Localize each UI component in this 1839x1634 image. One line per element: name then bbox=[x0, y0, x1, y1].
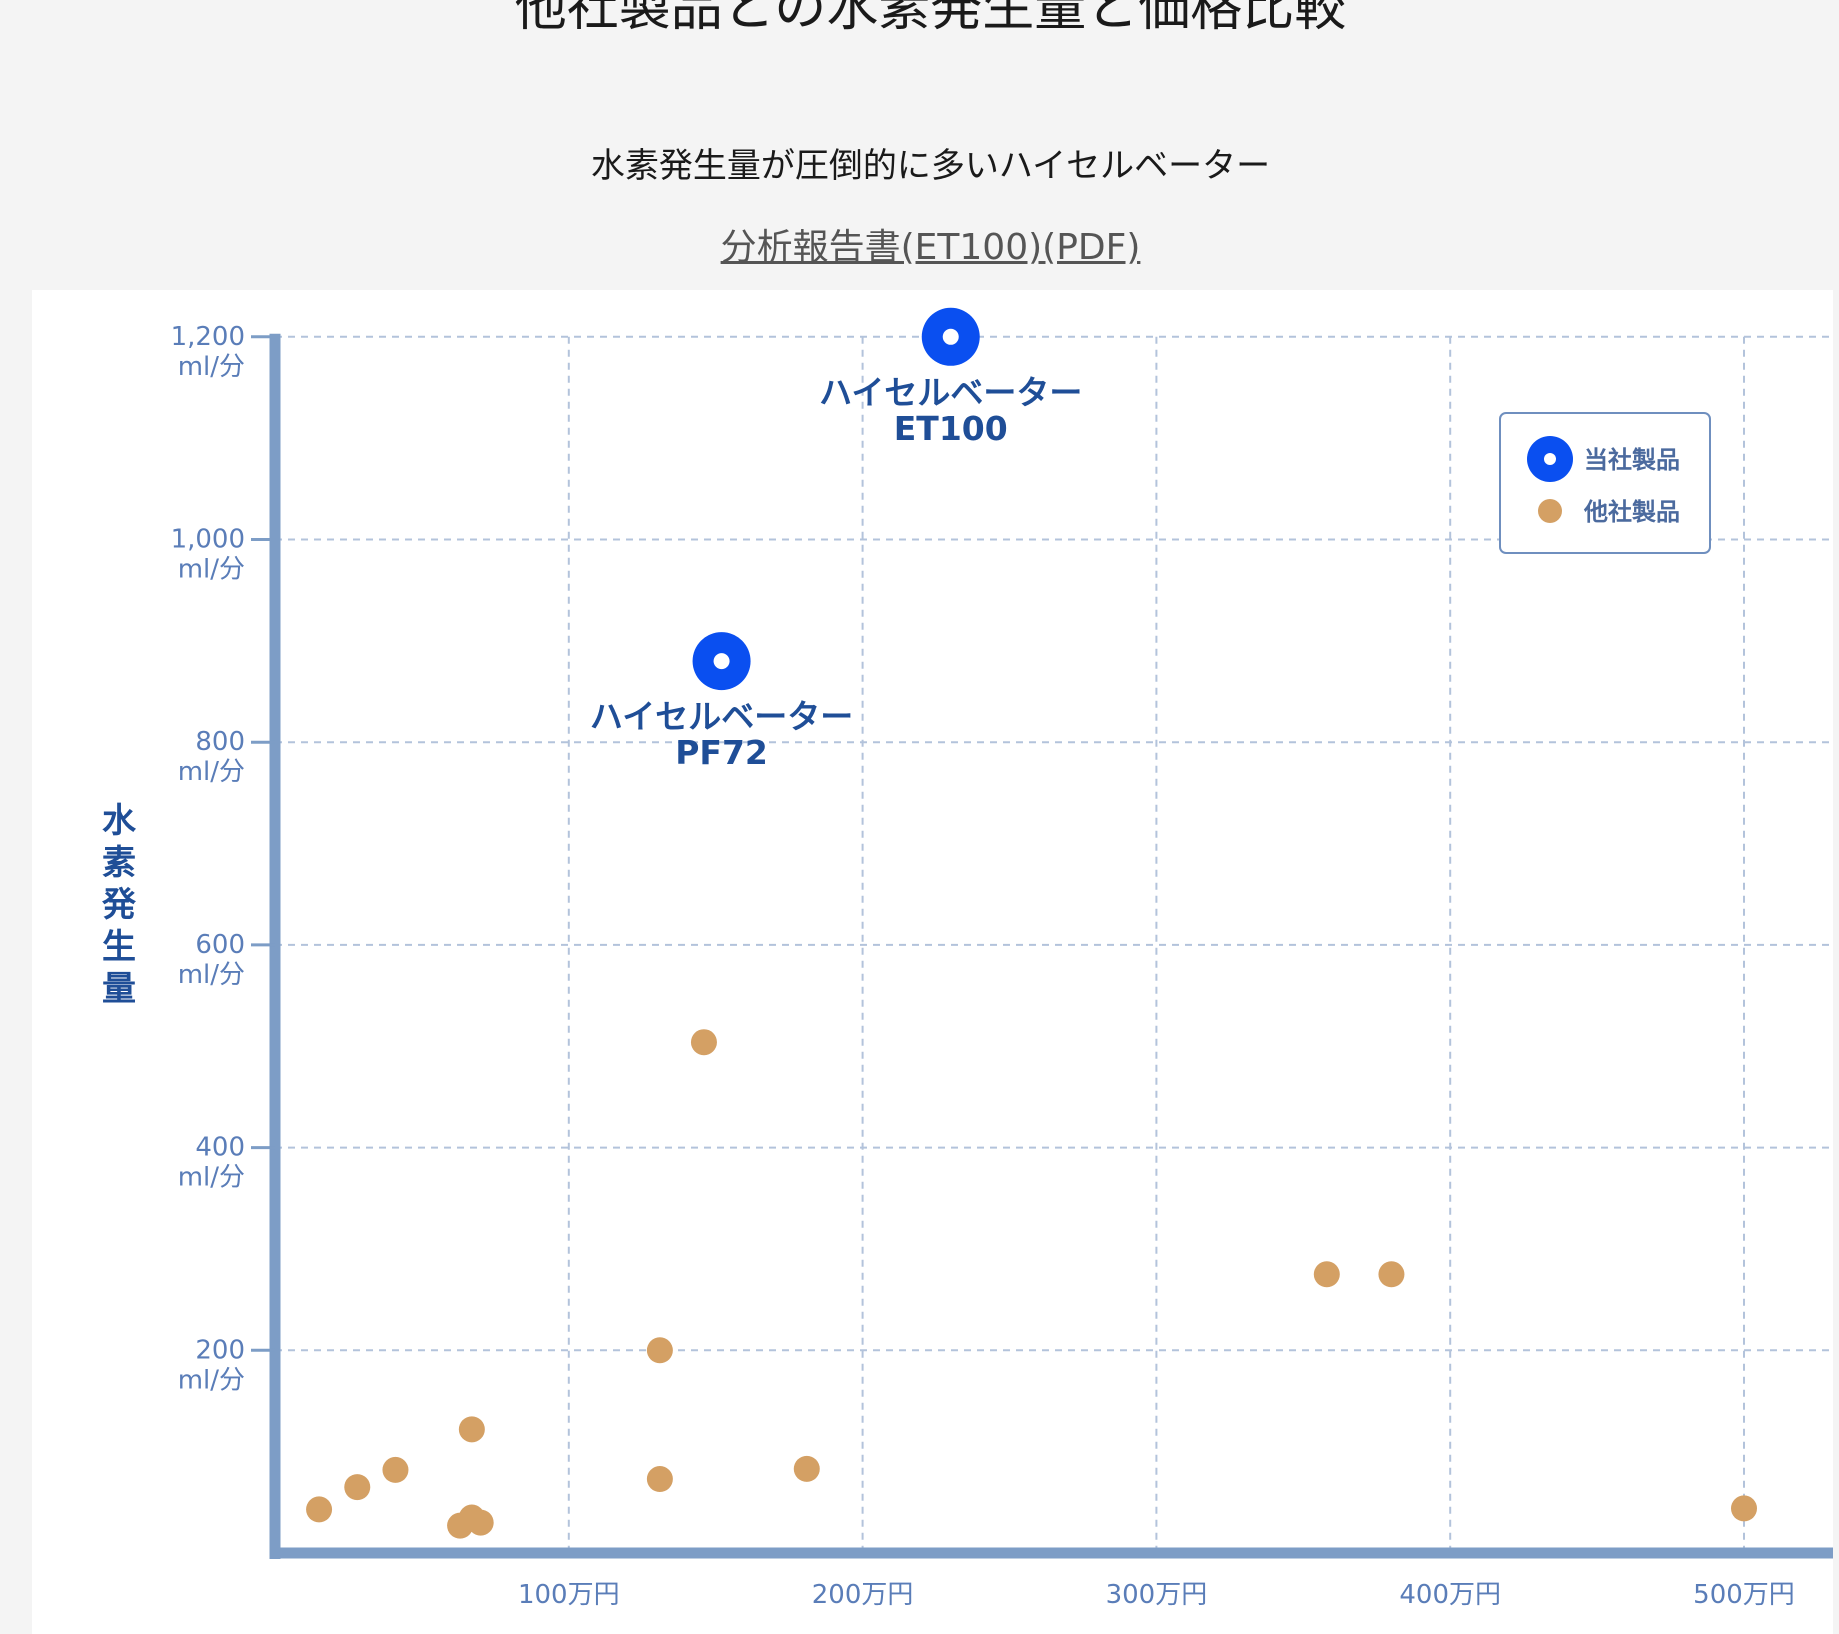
report-link-container: 分析報告書(ET100)(PDF) bbox=[0, 218, 1839, 270]
y-tick-label: 1,000 bbox=[171, 525, 245, 555]
report-pdf-link[interactable]: 分析報告書(ET100)(PDF) bbox=[720, 227, 1141, 268]
y-tick-label: 200 bbox=[195, 1335, 245, 1365]
x-tick-label: 100万円 bbox=[518, 1580, 620, 1610]
legend-other-label: 他社製品 bbox=[1583, 498, 1680, 526]
y-tick-label: 600 bbox=[195, 930, 245, 960]
other-product-point bbox=[646, 1337, 673, 1364]
legend-own-label: 当社製品 bbox=[1584, 446, 1680, 474]
chart-card: 200 ml/分 400 ml/分 600 ml/分 800 ml/分 1,000 ml/分 1,2… bbox=[32, 290, 1833, 1634]
y-tick-label: 400 bbox=[195, 1133, 245, 1163]
y-axis-title-char: 量 bbox=[102, 969, 136, 1009]
page-subtitle: 水素発生量が圧倒的に多いハイセルベーター bbox=[590, 146, 1271, 186]
scatter-chart: 200ml/分400ml/分600ml/分800ml/分1,000ml/分1,2… bbox=[102, 307, 1833, 1610]
y-tick-unit: ml/分 bbox=[178, 960, 245, 990]
point-label: PF72 bbox=[675, 733, 768, 772]
page-title: 他社製品との水素発生量と価格比較 bbox=[514, 0, 1347, 38]
y-axis-title-char: 水 bbox=[102, 801, 137, 841]
other-product-point bbox=[1313, 1261, 1340, 1288]
other-product-point bbox=[344, 1474, 371, 1501]
point-label: ET100 bbox=[894, 409, 1008, 448]
x-tick-label: 500万円 bbox=[1693, 1580, 1795, 1610]
y-tick-unit: ml/分 bbox=[178, 1163, 245, 1193]
y-axis-title-char: 発 bbox=[102, 885, 137, 925]
point-label: ハイセルベーター bbox=[819, 373, 1082, 412]
other-product-point bbox=[382, 1456, 409, 1483]
legend-other-marker bbox=[1538, 499, 1562, 523]
x-tick-label: 400万円 bbox=[1399, 1580, 1501, 1610]
other-product-point bbox=[793, 1455, 820, 1482]
other-product-point bbox=[1731, 1495, 1757, 1522]
other-product-point bbox=[458, 1416, 485, 1443]
other-product-point bbox=[646, 1466, 673, 1493]
own-product-point-center bbox=[942, 328, 959, 345]
y-tick-unit: ml/分 bbox=[178, 555, 245, 585]
x-tick-label: 200万円 bbox=[812, 1580, 914, 1610]
other-product-point bbox=[1378, 1261, 1405, 1288]
point-label: ハイセルベーター bbox=[590, 697, 853, 736]
own-product-point-center bbox=[713, 653, 730, 670]
y-tick-label: 800 bbox=[195, 727, 245, 757]
x-tick-label: 300万円 bbox=[1106, 1580, 1208, 1610]
other-product-point bbox=[306, 1496, 333, 1523]
y-tick-unit: ml/分 bbox=[178, 757, 245, 787]
legend-box bbox=[1499, 412, 1711, 554]
legend-own-marker-center bbox=[1544, 453, 1556, 465]
other-product-point bbox=[467, 1509, 494, 1536]
y-axis-title-char: 素 bbox=[102, 843, 136, 883]
y-tick-unit: ml/分 bbox=[178, 1365, 245, 1395]
y-axis-title-char: 生 bbox=[102, 927, 136, 967]
y-tick-label: 1,200 bbox=[171, 322, 245, 352]
y-tick-unit: ml/分 bbox=[178, 352, 245, 382]
other-product-point bbox=[690, 1029, 717, 1056]
